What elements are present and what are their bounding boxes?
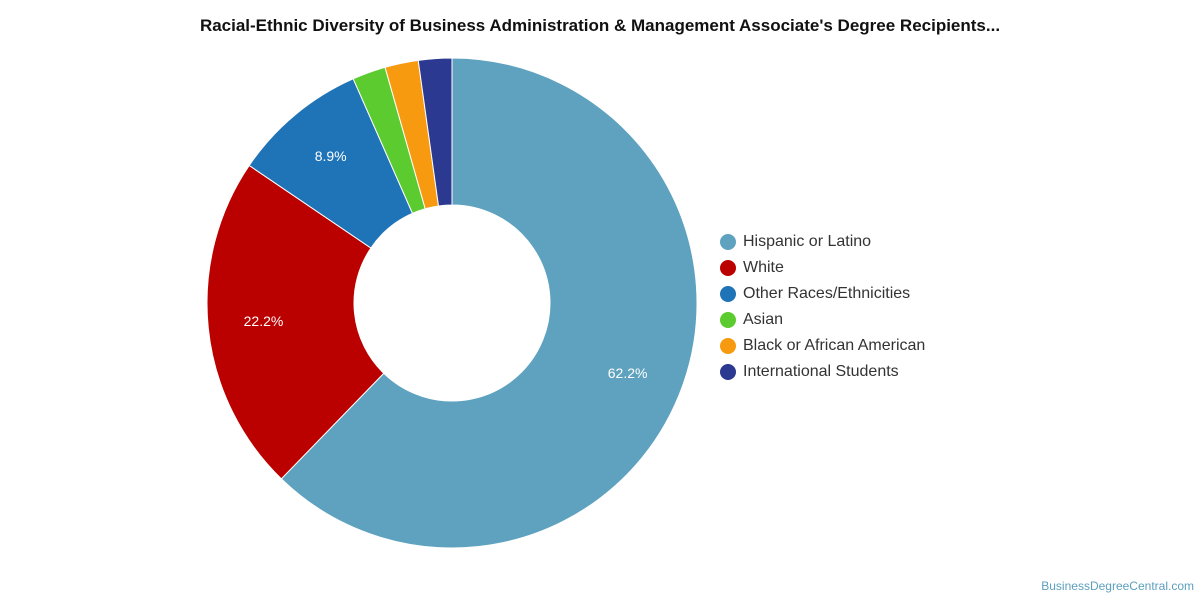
legend-item-asian[interactable]: Asian <box>720 307 925 333</box>
legend-item-international-students[interactable]: International Students <box>720 359 925 385</box>
legend-item-black-or-african-american[interactable]: Black or African American <box>720 333 925 359</box>
legend-marker <box>720 260 736 276</box>
data-label-hispanic-or-latino: 62.2% <box>608 365 648 381</box>
legend-marker <box>720 286 736 302</box>
legend-marker <box>720 338 736 354</box>
slice-international-students[interactable] <box>417 57 453 207</box>
legend-label: Hispanic or Latino <box>743 233 872 250</box>
chart-legend: Hispanic or Latino White Other Races/Ethni… <box>720 229 925 385</box>
legend-item-other-races-ethnicities[interactable]: Other Races/Ethnicities <box>720 281 925 307</box>
slice-white[interactable] <box>206 164 385 480</box>
source-link[interactable]: BusinessDegreeCentral.com <box>1041 579 1194 593</box>
legend-item-white[interactable]: White <box>720 255 925 281</box>
legend-marker <box>720 312 736 328</box>
legend-label: Black or African American <box>743 337 926 354</box>
legend-label: Asian <box>743 311 784 328</box>
legend-marker <box>720 364 736 380</box>
legend-label: Other Races/Ethnicities <box>743 285 911 302</box>
legend-marker <box>720 234 736 250</box>
legend-item-hispanic-or-latino[interactable]: Hispanic or Latino <box>720 229 925 255</box>
data-label-other-races-ethnicities: 8.9% <box>315 148 347 164</box>
legend-label: White <box>743 259 784 276</box>
data-label-white: 22.2% <box>244 313 284 329</box>
slice-hispanic-or-latino[interactable] <box>280 57 698 549</box>
chart-title: Racial-Ethnic Diversity of Business Admi… <box>199 16 1001 35</box>
legend-label: International Students <box>743 363 899 380</box>
